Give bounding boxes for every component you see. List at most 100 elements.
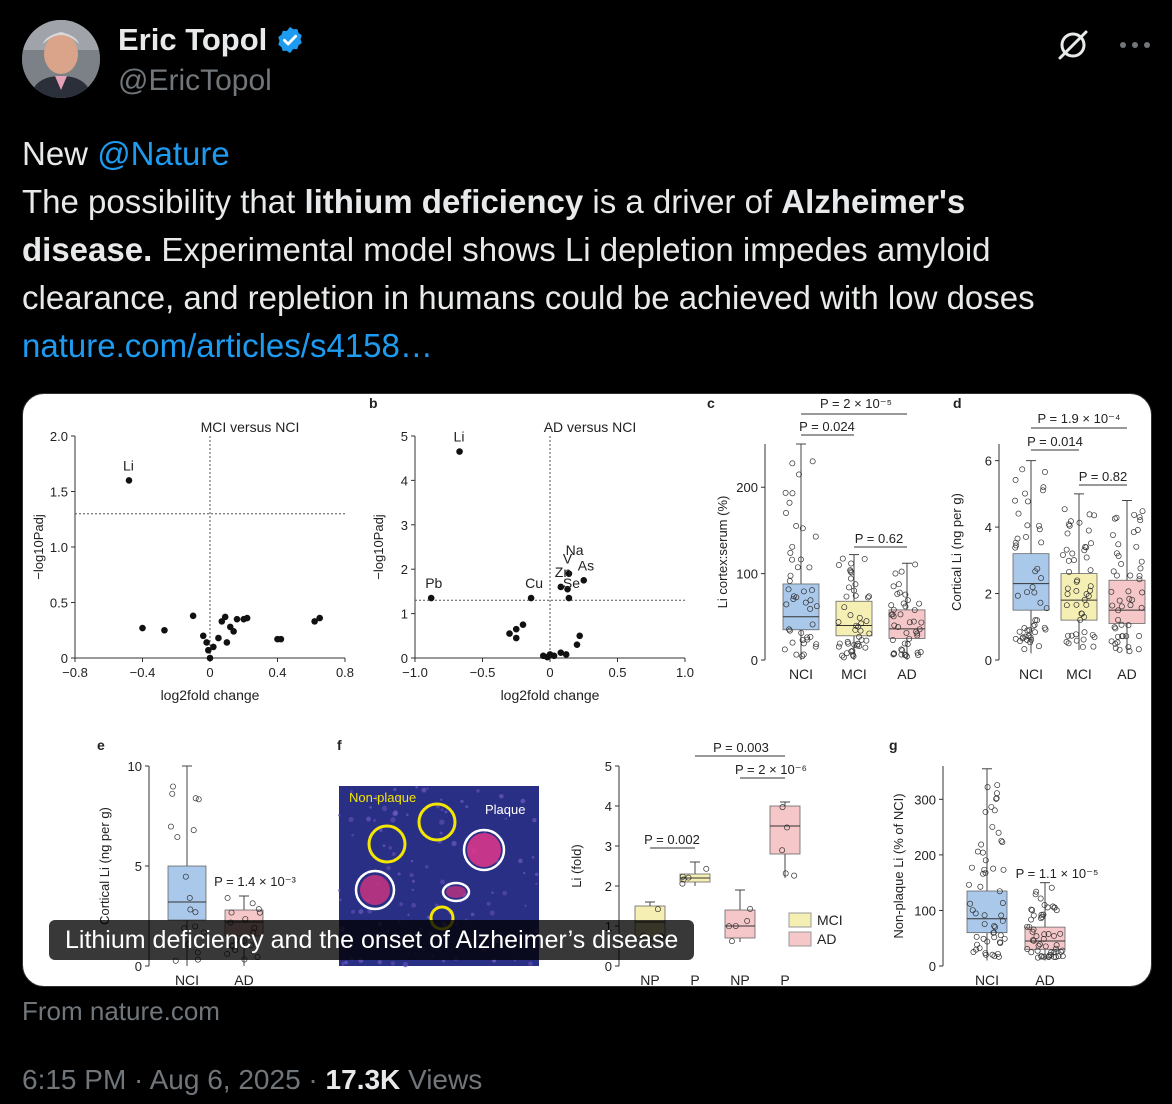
box-point (1083, 602, 1090, 608)
box-point (981, 912, 988, 919)
box-point (679, 873, 686, 880)
box-point (916, 600, 923, 607)
box-point (979, 849, 986, 856)
p-value-label: P = 1.1 × 10⁻⁵ (1016, 866, 1099, 881)
link-card[interactable]: −0.8 −0.4 0 0.4 0.8 0 0.5 1.0 1.5 2.0 Li MCI versus… (22, 393, 1152, 987)
y-tick-label: 2 (985, 587, 992, 602)
category-label: AD (234, 972, 253, 987)
box-point (903, 629, 910, 636)
y-tick-label: 0 (605, 959, 612, 974)
author-name[interactable]: Eric Topol (118, 22, 268, 57)
y-axis-label: Li (fold) (569, 844, 584, 887)
tweet-time[interactable]: 6:15 PM (22, 1064, 127, 1095)
box-point (703, 865, 710, 872)
category-label: NCI (1019, 666, 1043, 682)
box-point (793, 594, 800, 601)
micrograph-texture (374, 794, 378, 798)
micrograph-texture (439, 819, 445, 825)
box-point (812, 643, 819, 650)
box-point (897, 611, 904, 618)
micrograph-texture (366, 816, 372, 822)
box-point (888, 602, 895, 609)
category-label: AD (1035, 972, 1054, 987)
box-point (1036, 526, 1043, 533)
box-point (1051, 932, 1057, 939)
box-point (1031, 622, 1038, 628)
box-point (1024, 923, 1031, 930)
micrograph-texture (392, 810, 399, 816)
box-point (1060, 551, 1066, 558)
box-point (1029, 584, 1036, 591)
box-point (858, 620, 865, 627)
category-label: P (780, 972, 789, 987)
micrograph-texture (410, 859, 414, 863)
box-point (799, 637, 806, 644)
article-url-link[interactable]: nature.com/articles/s4158… (22, 327, 433, 364)
box-point (1063, 602, 1070, 609)
micrograph-texture (348, 817, 354, 823)
micrograph-texture (341, 963, 344, 966)
box-point (1136, 514, 1143, 521)
box-point (845, 640, 852, 647)
tweet-bold-segment: disease. (22, 231, 153, 268)
box-point (732, 923, 739, 929)
box-point (192, 795, 199, 802)
data-point (576, 632, 583, 640)
more-icon[interactable] (1118, 40, 1152, 50)
author-handle[interactable]: @EricTopol (118, 64, 272, 97)
tweet-line-3: disease. Experimental model shows Li dep… (22, 226, 1142, 274)
box-point (809, 458, 816, 465)
box-point (1081, 629, 1088, 636)
data-point (139, 624, 146, 632)
box-point (654, 906, 661, 913)
box-point (912, 561, 919, 568)
box-point (1039, 487, 1046, 494)
box-point (891, 622, 898, 629)
y-tick-label: 0 (929, 959, 936, 974)
p-value-label: P = 2 × 10⁻⁵ (820, 396, 892, 411)
micrograph-texture (523, 871, 526, 875)
p-value-label: P = 0.003 (713, 740, 769, 755)
box-point (997, 932, 1004, 939)
tweet-text-segment: New (22, 135, 98, 172)
box-point (1081, 614, 1088, 620)
box-point (980, 935, 987, 942)
tweet-date[interactable]: Aug 6, 2025 (149, 1064, 301, 1095)
box-point (680, 876, 687, 883)
y-tick-label: 5 (135, 859, 142, 874)
box-point (789, 543, 796, 550)
box-point (685, 874, 692, 881)
data-point (519, 621, 527, 628)
box-point (1136, 572, 1143, 579)
box-point (967, 900, 974, 907)
box-point (1041, 469, 1048, 475)
x-axis-label: log2fold change (161, 687, 260, 703)
data-point (243, 614, 251, 622)
data-point (199, 632, 207, 640)
avatar[interactable] (22, 20, 100, 98)
category-label: MCI (841, 666, 867, 682)
box-point (796, 471, 802, 478)
box-point (1082, 543, 1089, 550)
box-point (1086, 511, 1093, 518)
box-point (813, 641, 820, 648)
y-tick-label: 0 (751, 653, 758, 668)
box-point (995, 829, 1002, 836)
box-point (999, 918, 1006, 924)
box-point (861, 556, 868, 562)
mention-link[interactable]: @Nature (97, 135, 230, 172)
grok-icon[interactable] (1056, 28, 1090, 62)
box-point (851, 587, 858, 594)
tweet-text-segment: The possibility that (22, 183, 305, 220)
micrograph-texture (460, 799, 464, 804)
box-point (809, 621, 816, 628)
box-point (806, 564, 813, 571)
box-point (1012, 497, 1019, 504)
box-point (1024, 498, 1031, 505)
card-source[interactable]: From nature.com (22, 996, 220, 1026)
box-point (789, 460, 796, 467)
box-point (890, 583, 897, 590)
box-point (1127, 572, 1134, 579)
box-point (997, 940, 1004, 946)
tweet-line-4: clearance, and repletion in humans could… (22, 279, 1035, 316)
